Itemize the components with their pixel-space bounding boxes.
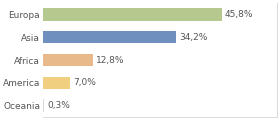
Bar bbox=[43, 8, 222, 21]
Bar bbox=[43, 54, 93, 66]
Text: 0,3%: 0,3% bbox=[47, 101, 70, 110]
Bar bbox=[43, 31, 176, 43]
Text: 12,8%: 12,8% bbox=[96, 55, 125, 65]
Bar bbox=[43, 77, 70, 89]
Text: 7,0%: 7,0% bbox=[73, 78, 96, 87]
Bar bbox=[43, 99, 44, 112]
Text: 34,2%: 34,2% bbox=[179, 33, 208, 42]
Text: 45,8%: 45,8% bbox=[225, 10, 253, 19]
